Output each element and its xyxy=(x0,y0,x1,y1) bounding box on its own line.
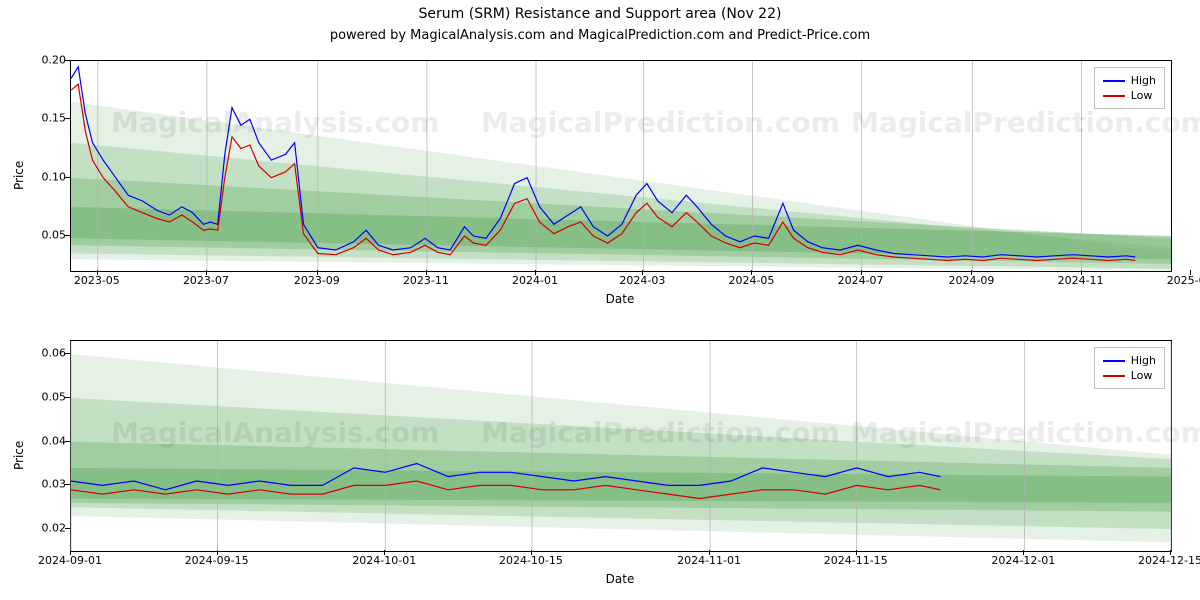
legend-label: High xyxy=(1131,74,1156,87)
x-tick-label: 2024-09 xyxy=(931,274,1011,287)
tick-mark xyxy=(65,118,70,119)
y-axis-label: Price xyxy=(12,450,26,470)
legend-swatch-low xyxy=(1103,95,1125,97)
tick-mark xyxy=(65,353,70,354)
legend-swatch-high xyxy=(1103,360,1125,362)
tick-mark xyxy=(65,441,70,442)
y-tick-label: 0.15 xyxy=(6,112,66,125)
y-tick-label: 0.02 xyxy=(6,522,66,535)
x-tick-label: 2024-11-01 xyxy=(669,554,749,567)
tick-mark xyxy=(531,550,532,555)
legend: High Low xyxy=(1094,67,1165,109)
x-tick-label: 2024-12-01 xyxy=(983,554,1063,567)
x-tick-label: 2025-01 xyxy=(1150,274,1200,287)
y-tick-label: 0.05 xyxy=(6,390,66,403)
tick-mark xyxy=(65,235,70,236)
tick-mark xyxy=(1023,550,1024,555)
tick-mark xyxy=(217,550,218,555)
x-axis-label: Date xyxy=(70,292,1170,306)
y-tick-label: 0.20 xyxy=(6,54,66,67)
tick-mark xyxy=(65,484,70,485)
x-tick-label: 2024-10-15 xyxy=(491,554,571,567)
top-plot-svg xyxy=(71,61,1171,271)
tick-mark xyxy=(856,550,857,555)
y-tick-label: 0.10 xyxy=(6,170,66,183)
x-tick-label: 2024-05 xyxy=(711,274,791,287)
y-tick-label: 0.05 xyxy=(6,229,66,242)
tick-mark xyxy=(751,270,752,275)
chart-title: Serum (SRM) Resistance and Support area … xyxy=(0,6,1200,22)
legend-swatch-low xyxy=(1103,375,1125,377)
tick-mark xyxy=(206,270,207,275)
x-tick-label: 2024-07 xyxy=(821,274,901,287)
x-tick-label: 2024-01 xyxy=(495,274,575,287)
tick-mark xyxy=(65,60,70,61)
tick-mark xyxy=(1081,270,1082,275)
tick-mark xyxy=(709,550,710,555)
x-tick-label: 2024-12-15 xyxy=(1130,554,1200,567)
chart-subtitle: powered by MagicalAnalysis.com and Magic… xyxy=(0,28,1200,43)
tick-mark xyxy=(65,528,70,529)
tick-mark xyxy=(535,270,536,275)
legend-label: Low xyxy=(1131,369,1153,382)
x-tick-label: 2023-05 xyxy=(57,274,137,287)
y-tick-label: 0.04 xyxy=(6,434,66,447)
legend-swatch-high xyxy=(1103,80,1125,82)
x-tick-label: 2024-10-01 xyxy=(344,554,424,567)
y-tick-label: 0.06 xyxy=(6,347,66,360)
x-tick-label: 2024-11-15 xyxy=(816,554,896,567)
x-tick-label: 2024-03 xyxy=(602,274,682,287)
tick-mark xyxy=(861,270,862,275)
y-tick-label: 0.03 xyxy=(6,478,66,491)
legend-label: Low xyxy=(1131,89,1153,102)
tick-mark xyxy=(65,177,70,178)
tick-mark xyxy=(97,270,98,275)
bottom-plot-svg xyxy=(71,341,1171,551)
legend-label: High xyxy=(1131,354,1156,367)
tick-mark xyxy=(426,270,427,275)
figure: Serum (SRM) Resistance and Support area … xyxy=(0,0,1200,600)
x-tick-label: 2024-09-01 xyxy=(30,554,110,567)
legend: High Low xyxy=(1094,347,1165,389)
tick-mark xyxy=(1170,550,1171,555)
tick-mark xyxy=(971,270,972,275)
x-axis-label: Date xyxy=(70,572,1170,586)
tick-mark xyxy=(317,270,318,275)
x-tick-label: 2024-09-15 xyxy=(177,554,257,567)
tick-mark xyxy=(65,397,70,398)
tick-mark xyxy=(384,550,385,555)
tick-mark xyxy=(1190,270,1191,275)
x-tick-label: 2023-07 xyxy=(166,274,246,287)
top-panel: MagicalAnalysis.com MagicalPrediction.co… xyxy=(70,60,1172,272)
x-tick-label: 2023-11 xyxy=(386,274,466,287)
tick-mark xyxy=(70,550,71,555)
bottom-panel: MagicalAnalysis.com MagicalPrediction.co… xyxy=(70,340,1172,552)
tick-mark xyxy=(642,270,643,275)
x-tick-label: 2023-09 xyxy=(277,274,357,287)
x-tick-label: 2024-11 xyxy=(1041,274,1121,287)
